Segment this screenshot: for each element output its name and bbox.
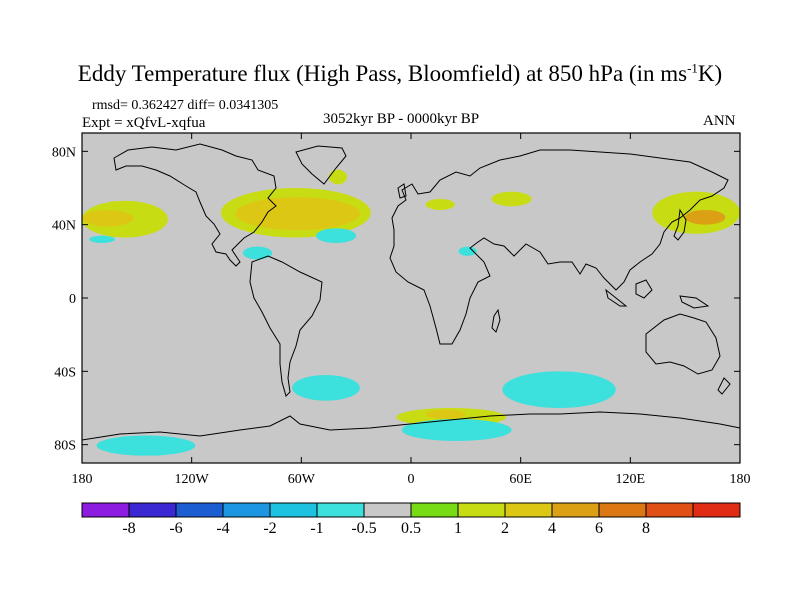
season-label: ANN: [703, 113, 736, 129]
anomaly-region-17: [401, 419, 512, 441]
colorbar-swatch: [504, 502, 553, 518]
title-superscript: -1: [687, 60, 698, 76]
experiment-label: Expt = xQfvL-xqfua: [82, 115, 206, 131]
lon-tick-label: 0: [408, 472, 415, 487]
colorbar-swatch: [410, 502, 459, 518]
latitude-axis: 80N 40N 0 40S 80S: [52, 145, 740, 454]
anomaly-region-6: [89, 235, 115, 243]
colorbar-label: -2: [263, 520, 277, 537]
new-zealand-coast: [717, 377, 731, 395]
anomaly-region-13: [292, 375, 360, 401]
south-america-coast: [249, 255, 323, 397]
lon-tick-label: 120W: [175, 472, 210, 487]
antarctica-coast: [81, 411, 741, 441]
colorbar-swatch: [598, 502, 647, 518]
anomaly-region-5: [315, 228, 357, 244]
new-guinea-coast: [679, 295, 710, 309]
lat-tick-label: 40S: [54, 365, 76, 380]
colorbar-swatch: [692, 502, 741, 518]
colorbar-label: -8: [122, 520, 136, 537]
title-suffix: K): [697, 61, 723, 86]
anomaly-region-7: [242, 246, 273, 260]
period-label: 3052kyr BP - 0000kyr BP: [323, 111, 480, 127]
coastlines: [81, 143, 741, 441]
colorbar-label: -4: [216, 520, 230, 537]
anomaly-region-19: [136, 441, 174, 456]
anomaly-region-9: [491, 191, 532, 207]
colorbar-label: 2: [501, 520, 509, 537]
lat-tick-label: 0: [69, 292, 76, 307]
colorbar: [81, 502, 741, 518]
colorbar-swatch: [551, 502, 600, 518]
colorbar-swatch: [457, 502, 506, 518]
lon-tick-label: 60W: [288, 472, 316, 487]
lat-tick-label: 80N: [52, 145, 76, 160]
map-background: [82, 133, 740, 463]
colorbar-swatch: [316, 502, 365, 518]
rmsd-diff-stat: rmsd= 0.362427 diff= 0.0341305: [92, 98, 279, 113]
sumatra-coast: [605, 288, 628, 307]
anomaly-region-16: [425, 409, 466, 419]
colorbar-swatch: [363, 502, 412, 518]
lon-tick-label: 180: [730, 472, 751, 487]
greenland-coast: [295, 145, 347, 185]
colorbar-label: -1: [310, 520, 324, 537]
colorbar-label: 0.5: [401, 520, 421, 537]
lon-tick-label: 120E: [616, 472, 646, 487]
colorbar-label: 4: [548, 520, 556, 537]
anomaly-region-4: [328, 169, 348, 185]
australia-coast: [645, 313, 721, 375]
anomaly-region-14: [502, 371, 616, 408]
colorbar-label: -0.5: [351, 520, 377, 537]
lat-tick-label: 80S: [54, 439, 76, 454]
longitude-axis: 180 120W 60W 0 60E 120E 180: [72, 133, 751, 487]
anomaly-regions: [82, 169, 741, 456]
japan-coast: [673, 208, 687, 241]
colorbar-swatch: [128, 502, 177, 518]
map-title: Eddy Temperature flux (High Pass, Bloomf…: [0, 60, 800, 88]
borneo-coast: [635, 279, 653, 299]
lon-tick-label: 60E: [509, 472, 532, 487]
eurasia-africa-coast: [389, 149, 729, 345]
anomaly-region-8: [425, 199, 455, 210]
uk-coast: [397, 183, 407, 199]
anomaly-region-12: [685, 210, 726, 225]
title-prefix: Eddy Temperature flux (High Pass, Bloomf…: [77, 61, 688, 86]
lon-tick-label: 180: [72, 472, 93, 487]
anomaly-region-3: [235, 197, 360, 231]
madagascar-coast: [491, 308, 501, 333]
colorbar-swatch: [222, 502, 271, 518]
colorbar-swatch: [645, 502, 694, 518]
colorbar-swatch: [269, 502, 318, 518]
colorbar-label: -6: [169, 520, 183, 537]
north-america-coast: [113, 143, 277, 267]
colorbar-label: 1: [454, 520, 462, 537]
anomaly-region-1: [82, 210, 134, 227]
colorbar-swatch: [175, 502, 224, 518]
lat-tick-label: 40N: [52, 219, 76, 234]
anomaly-region-10: [458, 246, 477, 256]
colorbar-swatch: [81, 502, 130, 518]
colorbar-label: 8: [642, 520, 650, 537]
colorbar-label: 6: [595, 520, 603, 537]
